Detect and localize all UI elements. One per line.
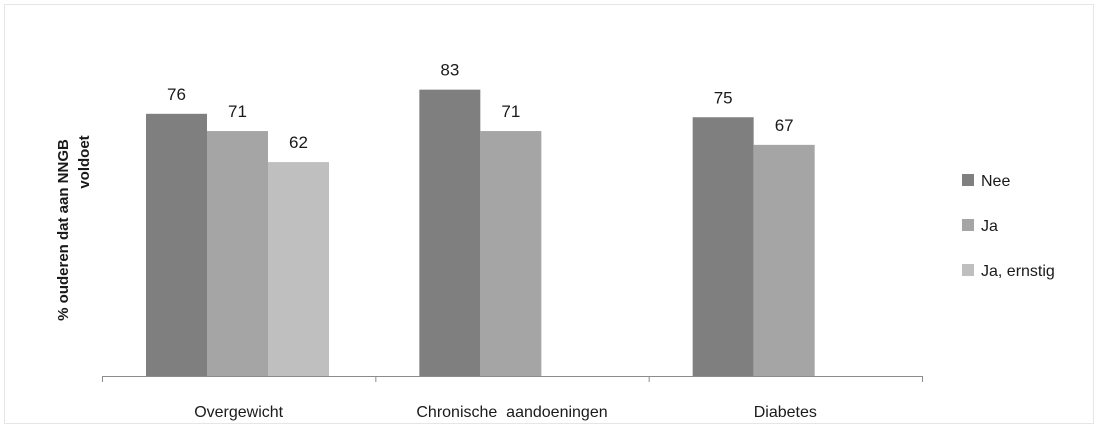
data-label-0-2: 62 <box>289 133 308 152</box>
legend-swatch-1 <box>962 219 974 231</box>
data-label-1-0: 83 <box>440 61 459 80</box>
legend-label-2: Ja, ernstig <box>981 263 1055 280</box>
y-axis-label: % ouderen dat aan NNGB voldoet <box>55 135 93 321</box>
x-tick-labels: Overgewicht Chronische aandoeningen Diabet… <box>194 404 817 421</box>
svg-text:voldoet: voldoet <box>76 135 93 188</box>
data-label-0-1: 71 <box>228 102 247 121</box>
svg-text:% ouderen dat aan NNGB: % ouderen dat aan NNGB <box>55 139 72 321</box>
legend-label-0: Nee <box>981 173 1010 190</box>
x-axis <box>102 376 923 382</box>
bar-0-2 <box>268 162 329 376</box>
legend-swatch-0 <box>962 174 974 186</box>
bar-1-0 <box>419 89 481 377</box>
x-tick-label-0: Overgewicht <box>194 404 283 421</box>
data-label-2-0: 75 <box>714 88 733 107</box>
bar-0-1 <box>207 131 268 376</box>
legend-label-1: Ja <box>981 218 998 235</box>
bar-2-1 <box>753 144 815 376</box>
data-label-2-1: 67 <box>775 116 794 135</box>
data-label-0-0: 76 <box>167 85 186 104</box>
y-axis-label-line-1: % ouderen dat aan NNGB <box>55 139 72 321</box>
data-labels-layer: 76 71 62 83 71 75 67 <box>167 61 794 152</box>
bars-layer <box>146 89 815 377</box>
legend-swatch-2 <box>962 264 974 276</box>
x-tick-label-1: Chronische aandoeningen <box>416 404 607 421</box>
x-tick-label-2: Diabetes <box>754 404 817 421</box>
data-label-1-1: 71 <box>501 102 520 121</box>
bar-1-1 <box>480 131 542 376</box>
y-axis-label-line-2: voldoet <box>76 135 93 188</box>
bar-0-0 <box>146 113 207 377</box>
legend: Nee Ja Ja, ernstig <box>962 173 1055 280</box>
bar-2-0 <box>692 117 754 376</box>
